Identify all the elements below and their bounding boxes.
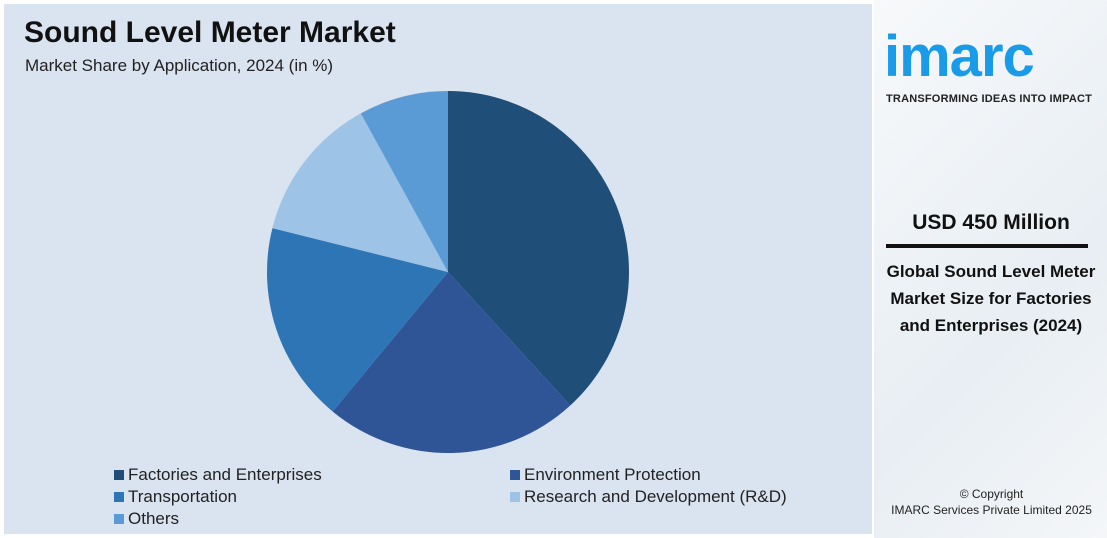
copyright-line2: IMARC Services Private Limited 2025 bbox=[891, 503, 1092, 517]
chart-subtitle: Market Share by Application, 2024 (in %) bbox=[25, 56, 334, 75]
legend-swatch bbox=[510, 492, 520, 502]
copyright: © Copyright IMARC Services Private Limit… bbox=[884, 486, 1099, 518]
imarc-logo: imarc bbox=[884, 0, 1099, 90]
market-value: USD 450 Million bbox=[912, 211, 1070, 234]
chart-panel: Sound Level Meter Market Market Share by… bbox=[4, 4, 872, 534]
legend-item-others: Others bbox=[114, 509, 179, 529]
legend-label: Research and Development (R&D) bbox=[524, 487, 787, 506]
legend-item-factories: Factories and Enterprises bbox=[114, 465, 322, 485]
logo-tagline: TRANSFORMING IDEAS INTO IMPACT bbox=[886, 93, 1093, 105]
legend-item-environment: Environment Protection bbox=[510, 465, 701, 485]
legend-label: Transportation bbox=[128, 487, 237, 506]
pie-chart bbox=[267, 91, 629, 454]
pie-slice-others bbox=[360, 91, 448, 272]
legend-item-transportation: Transportation bbox=[114, 487, 237, 507]
legend-label: Factories and Enterprises bbox=[128, 465, 322, 484]
divider bbox=[886, 244, 1088, 248]
legend-swatch bbox=[114, 492, 124, 502]
logo-wordmark: imarc bbox=[884, 24, 1035, 89]
pie-slice-research-and-development-r-d bbox=[272, 113, 448, 272]
copyright-line1: © Copyright bbox=[959, 487, 1024, 501]
pie-slice-environment-protection bbox=[332, 272, 571, 454]
market-description: Global Sound Level Meter Market Size for… bbox=[886, 262, 1096, 335]
legend-label: Environment Protection bbox=[524, 465, 701, 484]
chart-title: Sound Level Meter Market bbox=[24, 16, 396, 49]
legend-item-rnd: Research and Development (R&D) bbox=[510, 487, 787, 507]
legend-swatch bbox=[510, 470, 520, 480]
pie-slice-transportation bbox=[267, 228, 448, 412]
legend-swatch bbox=[114, 470, 124, 480]
legend-label: Others bbox=[128, 509, 180, 528]
info-sidebar: imarc TRANSFORMING IDEAS INTO IMPACT USD… bbox=[874, 0, 1107, 538]
pie-slice-factories-and-enterprises bbox=[448, 91, 629, 406]
legend-swatch bbox=[114, 514, 124, 524]
